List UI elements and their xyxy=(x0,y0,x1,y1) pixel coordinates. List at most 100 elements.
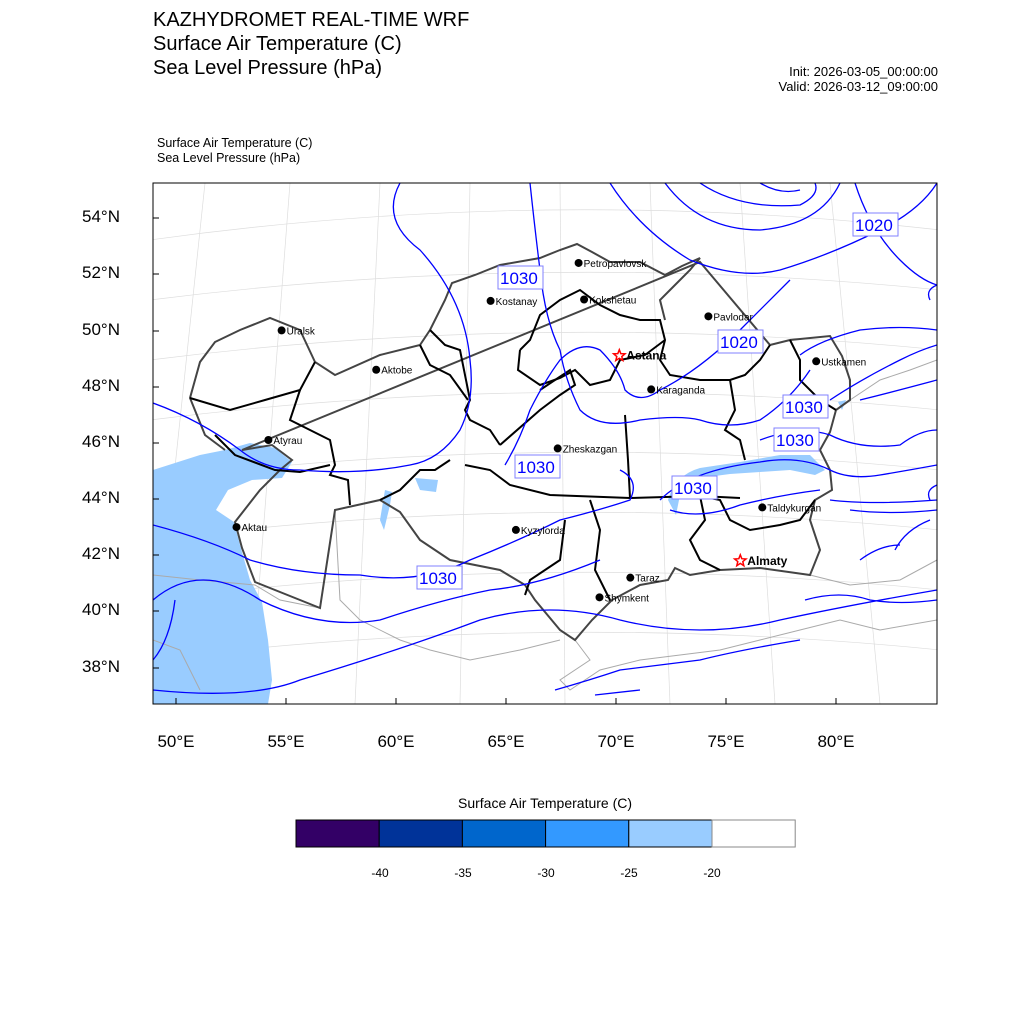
contour-label: 1030 xyxy=(514,454,561,479)
lat-tick-label: 54°N xyxy=(82,207,120,226)
city-label: Atyrau xyxy=(273,436,302,447)
svg-text:1030: 1030 xyxy=(500,269,538,288)
colorbar xyxy=(295,819,796,848)
colorbar-swatch xyxy=(461,819,547,848)
colorbar-title: Surface Air Temperature (C) xyxy=(457,795,633,811)
city-dot-icon xyxy=(595,593,604,602)
city-taraz: Taraz xyxy=(626,573,660,585)
city-dot-icon xyxy=(758,503,767,512)
city-kokshetau: Kokshetau xyxy=(580,295,636,306)
city-label: Karaganda xyxy=(656,385,705,396)
city-dot-icon xyxy=(553,444,562,453)
city-aktobe: Aktobe xyxy=(372,365,413,377)
figure-title: KAZHYDROMET REAL-TIME WRF xyxy=(153,9,470,31)
lon-tick-label: 65°E xyxy=(487,732,525,751)
city-kostanay: Kostanay xyxy=(486,296,538,308)
city-dot-icon xyxy=(372,365,381,374)
lat-tick-label: 46°N xyxy=(82,432,120,451)
city-atyrau: Atyrau xyxy=(264,435,302,447)
lon-tick-label: 75°E xyxy=(707,732,745,751)
city-label: Zheskazgan xyxy=(563,444,617,455)
city-uralsk: Uralsk xyxy=(277,326,316,337)
lat-tick-label: 44°N xyxy=(82,488,120,507)
svg-text:1020: 1020 xyxy=(720,333,758,352)
contour-label: 1030 xyxy=(782,394,829,419)
city-label: Uralsk xyxy=(287,326,316,337)
svg-text:1030: 1030 xyxy=(785,398,823,417)
lon-tick-label: 70°E xyxy=(597,732,635,751)
city-dot-icon xyxy=(626,573,635,582)
colorbar-swatch xyxy=(711,819,796,848)
colorbar-swatch xyxy=(378,819,463,848)
contour-label: 1030 xyxy=(773,427,820,452)
city-label: Petropavlovsk xyxy=(584,259,648,270)
city-label: Aktau xyxy=(242,523,268,534)
city-label: Aktobe xyxy=(381,366,413,377)
city-label: Pavlodar xyxy=(713,312,753,323)
city-petropavlovsk: Petropavlovsk xyxy=(574,258,648,270)
city-label: Ustkamen xyxy=(821,357,866,368)
colorbar-tick-label: -20 xyxy=(703,866,721,880)
lat-tick-label: 48°N xyxy=(82,376,120,395)
lon-tick-label: 60°E xyxy=(377,732,415,751)
lon-tick-label: 80°E xyxy=(817,732,855,751)
city-taldykurgan: Taldykurgan xyxy=(758,503,821,514)
svg-text:1030: 1030 xyxy=(776,431,814,450)
city-astana: Astana xyxy=(611,347,667,363)
city-zheskazgan: Zheskazgan xyxy=(553,444,617,455)
graticule xyxy=(153,183,937,704)
city-dot-icon xyxy=(486,296,495,305)
plot-field-label-pressure: Sea Level Pressure (hPa) xyxy=(157,151,301,165)
city-aktau: Aktau xyxy=(232,523,268,534)
kazakhstan-border xyxy=(188,242,851,642)
colorbar-tick-label: -40 xyxy=(371,866,389,880)
city-label: Taldykurgan xyxy=(767,503,821,514)
svg-text:1030: 1030 xyxy=(517,458,555,477)
svg-text:1030: 1030 xyxy=(674,479,712,498)
colorbar-tick-label: -30 xyxy=(537,866,555,880)
figure-subtitle-temperature: Surface Air Temperature (C) xyxy=(153,33,402,55)
contour-label: 1030 xyxy=(671,475,718,500)
country-borders xyxy=(153,359,937,691)
aral-cold-area xyxy=(380,478,438,530)
city-dot-icon xyxy=(277,326,286,335)
city-dot-icon xyxy=(511,525,520,534)
city-label: Almaty xyxy=(747,554,787,568)
balkhash-cold-area xyxy=(668,455,825,515)
contour-label: 1020 xyxy=(852,212,899,237)
city-dot-icon xyxy=(812,357,821,366)
capital-star-icon xyxy=(611,347,627,363)
city-kyzylorda: Kyzylorda xyxy=(511,525,565,537)
capital-star-icon xyxy=(732,552,748,568)
lat-tick-label: 38°N xyxy=(82,657,120,676)
svg-text:1030: 1030 xyxy=(419,569,457,588)
plot-field-label-temperature: Surface Air Temperature (C) xyxy=(157,136,313,150)
city-label: Kostanay xyxy=(496,297,538,308)
lon-tick-label: 55°E xyxy=(267,732,305,751)
city-shymkent: Shymkent xyxy=(595,593,649,604)
figure-subtitle-pressure: Sea Level Pressure (hPa) xyxy=(153,57,383,79)
lat-tick-label: 40°N xyxy=(82,600,120,619)
colorbar-swatch xyxy=(295,819,380,848)
axis-ticks xyxy=(153,217,837,704)
contour-label: 1030 xyxy=(497,265,544,290)
colorbar-tick-label: -35 xyxy=(454,866,472,880)
lat-tick-label: 42°N xyxy=(82,544,120,563)
city-label: Taraz xyxy=(635,574,659,585)
caspian-cold-area xyxy=(153,443,292,704)
city-dot-icon xyxy=(704,312,713,321)
city-label: Kokshetau xyxy=(589,295,636,306)
city-karaganda: Karaganda xyxy=(647,385,706,396)
colorbar-swatch xyxy=(545,819,630,848)
contour-labels: 1020 1030 1020 1030 1030 1030 1030 1030 xyxy=(416,212,899,590)
lon-tick-label: 50°E xyxy=(157,732,195,751)
city-dot-icon xyxy=(647,385,656,394)
city-label: Kyzylorda xyxy=(521,526,565,537)
colorbar-tick-label: -25 xyxy=(620,866,638,880)
city-markers: Petropavlovsk Kostanay Kokshetau Pavlodar As… xyxy=(232,258,866,604)
city-dot-icon xyxy=(264,435,273,444)
lat-tick-label: 52°N xyxy=(82,263,120,282)
colorbar-swatch xyxy=(628,819,713,848)
contour-label: 1020 xyxy=(717,329,764,354)
